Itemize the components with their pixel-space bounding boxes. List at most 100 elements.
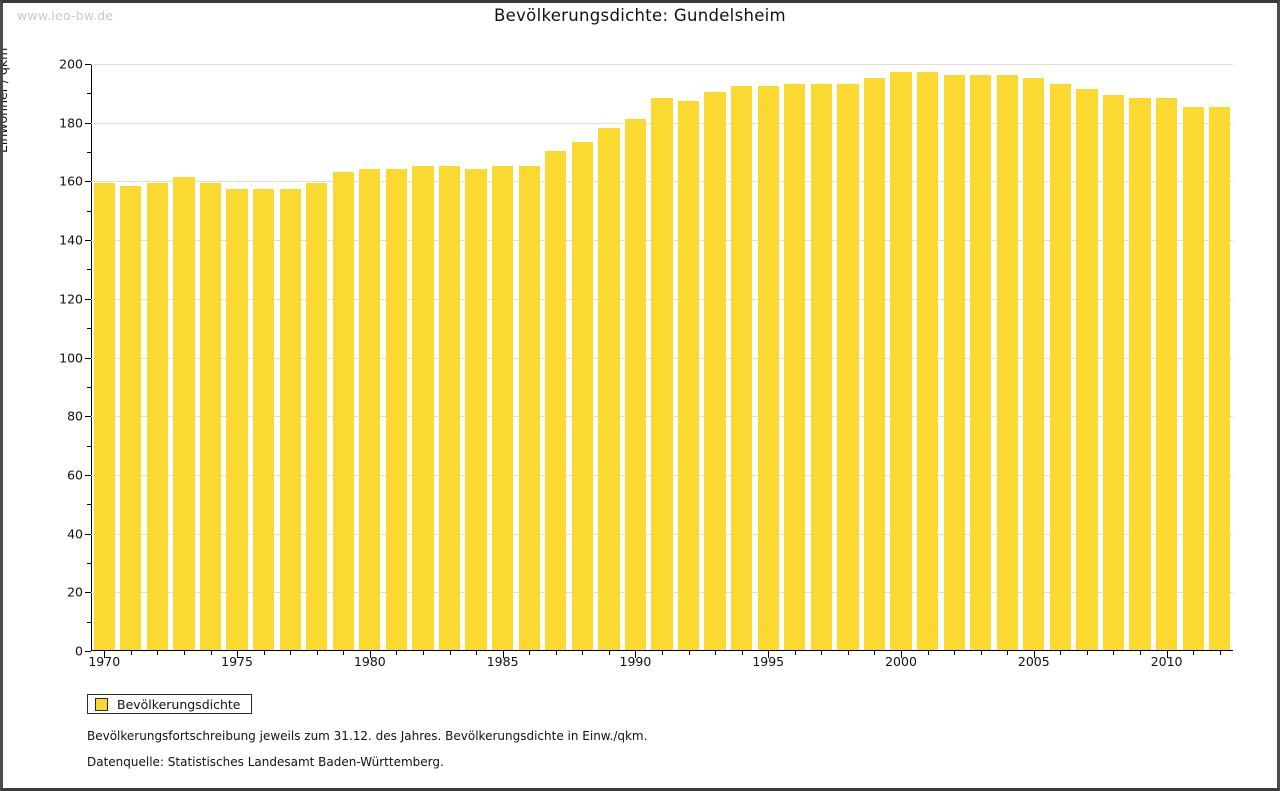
x-tick-minor — [263, 651, 265, 655]
x-tick-label: 1980 — [353, 654, 386, 669]
x-tick-label: 2000 — [885, 654, 917, 669]
bar[interactable] — [943, 74, 965, 650]
y-tick-minor — [87, 386, 91, 388]
bar[interactable] — [1129, 98, 1151, 650]
bar[interactable] — [1155, 98, 1178, 650]
bar[interactable] — [624, 118, 647, 650]
bar[interactable] — [996, 74, 1018, 650]
x-axis-tick-labels: 1970 1975 1980 1985 1990 1995 2000 2005 2010 — [88, 654, 1233, 672]
x-tick-minor — [847, 651, 849, 655]
y-tick-minor — [87, 210, 91, 212]
x-tick-major — [768, 651, 770, 658]
x-tick-minor — [316, 651, 318, 655]
legend-color-swatch-icon — [95, 697, 108, 711]
y-tick-label: 60 — [67, 467, 83, 483]
page-title: Bevölkerungsdichte: Gundelsheim — [494, 6, 786, 25]
y-tick-major — [85, 416, 91, 418]
y-tick-major — [85, 533, 91, 535]
bar[interactable] — [704, 92, 726, 650]
bar[interactable] — [385, 168, 408, 650]
bar[interactable] — [837, 83, 859, 650]
y-tick-minor — [87, 152, 91, 154]
x-tick-major — [369, 651, 371, 658]
bar[interactable] — [1023, 77, 1045, 650]
bar[interactable] — [1049, 83, 1071, 650]
bar[interactable] — [1209, 107, 1231, 650]
legend-item-label: Bevölkerungsdichte — [117, 696, 241, 712]
bar[interactable] — [359, 168, 381, 650]
bar[interactable] — [970, 74, 992, 650]
x-tick-minor — [1060, 651, 1062, 655]
x-tick-major — [1166, 651, 1168, 658]
y-tick-minor — [87, 621, 91, 623]
x-tick-minor — [343, 651, 345, 655]
bar[interactable] — [465, 168, 487, 650]
gridline — [91, 64, 1233, 65]
bar[interactable] — [1102, 95, 1125, 650]
x-tick-minor — [1140, 651, 1142, 655]
bar[interactable] — [863, 77, 886, 650]
bar[interactable] — [598, 127, 620, 650]
bar[interactable] — [784, 83, 806, 650]
bar[interactable] — [571, 142, 593, 650]
footnote-source: Datenquelle: Statistisches Landesamt Bad… — [87, 755, 444, 769]
x-tick-minor — [794, 651, 796, 655]
x-tick-minor — [688, 651, 690, 655]
bar[interactable] — [253, 189, 275, 650]
bar[interactable] — [438, 165, 461, 650]
chart-legend[interactable]: Bevölkerungsdichte — [87, 694, 252, 714]
x-tick-major — [237, 651, 239, 658]
bar[interactable] — [518, 165, 540, 650]
watermark-text: www.leo-bw.de — [17, 8, 114, 23]
x-tick-minor — [715, 651, 717, 655]
bar[interactable] — [146, 183, 169, 650]
y-tick-major — [85, 298, 91, 300]
bar[interactable] — [93, 183, 115, 650]
bar[interactable] — [916, 71, 939, 650]
x-tick-minor — [130, 651, 132, 655]
x-tick-label: 1985 — [486, 654, 519, 669]
bar[interactable] — [306, 183, 328, 650]
x-tick-label: 1975 — [221, 654, 253, 669]
y-tick-minor — [87, 93, 91, 95]
x-tick-minor — [1193, 651, 1195, 655]
y-tick-minor — [87, 328, 91, 330]
x-tick-minor — [608, 651, 610, 655]
x-tick-minor — [1219, 651, 1221, 655]
bar[interactable] — [173, 177, 195, 650]
bar[interactable] — [890, 71, 912, 650]
bar[interactable] — [545, 151, 567, 650]
bar[interactable] — [1076, 89, 1098, 650]
bar[interactable] — [677, 101, 700, 650]
bar[interactable] — [1182, 107, 1204, 650]
y-tick-major — [85, 474, 91, 476]
bar[interactable] — [332, 171, 354, 650]
bar[interactable] — [412, 165, 434, 650]
x-tick-minor — [662, 651, 663, 655]
x-tick-minor — [157, 651, 159, 655]
x-tick-minor — [422, 651, 424, 655]
bar[interactable] — [279, 189, 301, 650]
y-tick-label: 160 — [59, 173, 83, 189]
x-axis-ticks — [91, 651, 1233, 659]
bar[interactable] — [651, 98, 673, 650]
bar[interactable] — [199, 183, 222, 650]
footnote-description: Bevölkerungsfortschreibung jeweils zum 3… — [87, 729, 648, 743]
x-tick-minor — [874, 651, 876, 655]
bar[interactable] — [226, 189, 248, 650]
x-tick-minor — [396, 651, 398, 655]
bar[interactable] — [757, 86, 779, 650]
y-tick-label: 0 — [75, 643, 83, 659]
x-tick-minor — [290, 651, 292, 655]
x-tick-minor — [821, 651, 823, 655]
y-tick-minor — [87, 445, 91, 447]
bar[interactable] — [492, 165, 514, 650]
bar[interactable] — [120, 186, 142, 650]
x-tick-minor — [741, 651, 743, 655]
x-tick-minor — [476, 651, 478, 655]
x-tick-minor — [210, 651, 212, 655]
y-tick-label: 180 — [59, 115, 83, 131]
bar[interactable] — [731, 86, 753, 650]
bar[interactable] — [810, 83, 832, 650]
x-tick-major — [502, 651, 504, 658]
